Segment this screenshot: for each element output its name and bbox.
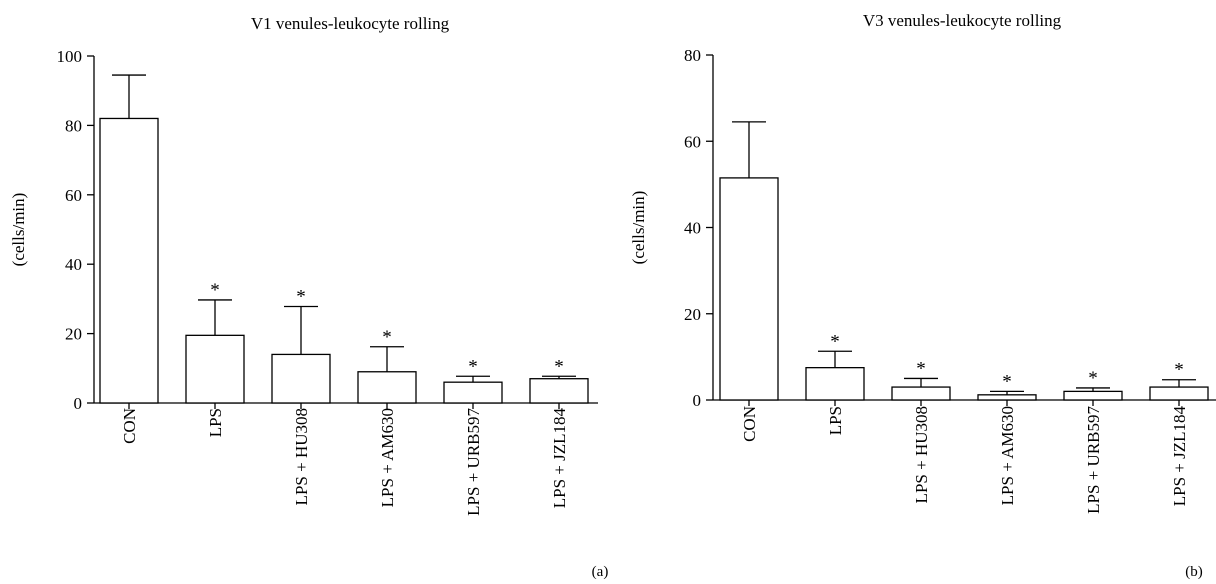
panel-a-significance-mark: * [554,356,564,377]
panel-b-bar [719,177,779,401]
panel-b-significance-mark: * [916,358,926,379]
panel-a-category-label: LPS + HU308 [292,408,311,505]
panel-b-significance-mark: * [830,331,840,352]
panel-b-category-label: LPS [826,406,845,435]
panel-b-y-axis-label: (cells/min) [629,191,648,265]
panel-a-significance-mark: * [296,287,306,308]
panel-a-y-tick-label: 0 [74,394,83,413]
panel-a-significance-mark: * [210,280,220,301]
panel-a-significance-mark: * [468,356,478,377]
panel-a-y-tick-label: 100 [57,47,83,66]
panel-a-y-tick-label: 80 [65,116,82,135]
panel-b-significance-mark: * [1002,371,1012,392]
panel-b-y-tick-label: 60 [684,132,701,151]
panel-a-significance-mark: * [382,327,392,348]
panel-a-category-label: CON [120,408,139,444]
panel-b-y-tick-label: 40 [684,219,701,238]
panel-b-y-tick-label: 20 [684,305,701,324]
panel-a-y-tick-label: 40 [65,255,82,274]
panel-a-y-tick-label: 20 [65,325,82,344]
panel-b-y-tick-label: 0 [693,391,702,410]
panel-a-chart-title: V1 venules-leukocyte rolling [251,14,450,33]
panel-b-bar [891,386,951,401]
panel-b-significance-mark: * [1088,368,1098,389]
panel-a-category-label: LPS + JZL184 [550,408,569,509]
panel-a-bar [185,334,245,404]
panel-a-panel-label: (a) [592,564,609,580]
panel-a-category-label: LPS + AM630 [378,408,397,507]
panel-b-bar [977,394,1037,401]
panel-b-panel-label: (b) [1185,564,1203,580]
panel-b-category-label: LPS + URB597 [1084,406,1103,514]
panel-a-y-tick-label: 60 [65,186,82,205]
panel-a-category-label: LPS [206,408,225,437]
panel-b-bar [1063,390,1123,401]
panel-b-category-label: LPS + AM630 [998,406,1017,505]
panel-b-bar [805,367,865,401]
panel-a-category-label: LPS + URB597 [464,408,483,516]
panel-b-significance-mark: * [1174,360,1184,381]
panel-a-bar [443,381,503,404]
panel-b-bar [1149,386,1209,401]
panel-a-bar [99,117,159,404]
panel-a-y-axis-label: (cells/min) [9,193,28,267]
panel-b-category-label: LPS + HU308 [912,406,931,503]
panel-a-bar [529,378,589,404]
panel-b-category-label: CON [740,406,759,442]
panel-b-y-tick-label: 80 [684,46,701,65]
panel-a-bar [271,353,331,404]
panel-b-chart-title: V3 venules-leukocyte rolling [863,11,1062,30]
panel-a-bar [357,371,417,404]
panel-b-category-label: LPS + JZL184 [1170,406,1189,507]
